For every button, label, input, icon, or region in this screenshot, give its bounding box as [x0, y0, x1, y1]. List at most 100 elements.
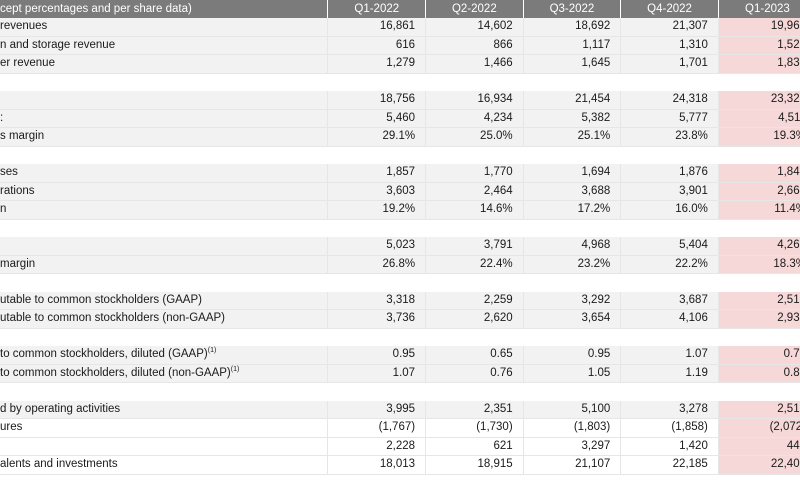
value-cell: 5,777	[620, 109, 719, 128]
header-label: cept percentages and per share data)	[0, 0, 328, 18]
value-cell: 2,513	[717, 400, 800, 419]
value-cell: 5,404	[620, 237, 719, 256]
value-cell: 1,279	[327, 54, 426, 74]
value-cell: 2,351	[425, 400, 524, 419]
row-label: ses	[0, 164, 328, 183]
row-label: ures	[0, 418, 328, 438]
value-cell: 1,876	[620, 164, 719, 183]
value-cell: 4,511	[717, 109, 800, 128]
table-body: revenues16,86114,60218,69221,30719,963n …	[0, 18, 800, 475]
value-cell: 3,736	[327, 309, 426, 329]
row-label: n and storage revenue	[0, 36, 328, 55]
row-label: margin	[0, 255, 328, 274]
spacer-row	[0, 328, 800, 346]
value-cell: 3,297	[522, 437, 621, 456]
row-label: s margin	[0, 127, 328, 147]
value-cell: 17.2%	[522, 200, 621, 220]
value-cell: 19,963	[717, 18, 800, 37]
value-cell: 19.2%	[327, 200, 426, 220]
value-cell: 18,692	[522, 18, 621, 37]
row-label: utable to common stockholders (non-GAAP)	[0, 309, 328, 329]
value-cell: 4,234	[425, 109, 524, 128]
row-label: d by operating activities	[0, 400, 328, 419]
value-cell: 18,756	[327, 91, 426, 110]
value-cell: 3,901	[620, 182, 719, 201]
value-cell: 3,995	[327, 400, 426, 419]
value-cell: 5,023	[327, 237, 426, 256]
row-label: alents and investments	[0, 455, 328, 475]
value-cell: 1,645	[522, 54, 621, 74]
value-cell: 1,847	[717, 164, 800, 183]
value-cell: (2,072)	[717, 418, 800, 438]
value-cell: 23,329	[717, 91, 800, 110]
row-label	[0, 91, 328, 110]
value-cell: 5,100	[522, 400, 621, 419]
value-cell: 23.2%	[522, 255, 621, 274]
value-cell: 22,402	[717, 455, 800, 475]
value-cell: (1,858)	[620, 418, 719, 438]
spacer-row	[0, 382, 800, 401]
value-cell: 1,694	[522, 164, 621, 183]
table-row: d by operating activities 3,995 2,351 5,100…	[0, 400, 800, 419]
spacer-row	[0, 273, 800, 292]
value-cell: 25.1%	[522, 127, 621, 147]
row-label: n	[0, 200, 328, 220]
value-cell: 3,318	[327, 291, 426, 310]
value-cell: 616	[327, 36, 426, 55]
value-cell: 2,664	[717, 182, 800, 201]
value-cell: 441	[717, 437, 800, 456]
value-cell: 22.4%	[425, 255, 524, 274]
value-cell: 1,701	[620, 54, 719, 74]
value-cell: 14,602	[425, 18, 524, 37]
value-cell: 4,968	[522, 237, 621, 256]
row-label	[0, 437, 328, 456]
value-cell: 0.95	[522, 346, 621, 365]
value-cell: 3,278	[620, 400, 719, 419]
value-cell: 5,382	[522, 109, 621, 128]
column-header-q2-2022: Q2-2022	[425, 0, 524, 18]
value-cell: 1,466	[425, 54, 524, 74]
value-cell: 0.76	[425, 364, 524, 383]
value-cell: 1,117	[522, 36, 621, 55]
table-row: to common stockholders, diluted (GAAP)(1…	[0, 346, 800, 365]
value-cell: 3,292	[522, 291, 621, 310]
value-cell: 25.0%	[425, 127, 524, 147]
value-cell: 1,420	[620, 437, 719, 456]
spacer-row	[0, 219, 800, 237]
value-cell: 0.85	[717, 364, 800, 383]
value-cell: 16.0%	[620, 200, 719, 220]
value-cell: 21,454	[522, 91, 621, 110]
value-cell: 0.73	[717, 346, 800, 365]
column-header-q3-2022: Q3-2022	[522, 0, 621, 18]
value-cell: (1,767)	[327, 418, 426, 438]
footnote-marker: (1)	[230, 365, 240, 373]
value-cell: 1,529	[717, 36, 800, 55]
value-cell: 0.65	[425, 346, 524, 365]
row-label: :	[0, 109, 328, 128]
value-cell: 3,654	[522, 309, 621, 329]
table-row: ures(1,767)(1,730)(1,803)(1,858)(2,072)	[0, 418, 800, 438]
value-cell: (1,730)	[425, 418, 524, 438]
table-header: cept percentages and per share data) Q1-…	[0, 0, 800, 18]
value-cell: 1.07	[327, 364, 426, 383]
value-cell: 22.2%	[620, 255, 719, 274]
value-cell: 2,464	[425, 182, 524, 201]
value-cell: 18,915	[425, 455, 524, 475]
value-cell: 14.6%	[425, 200, 524, 220]
value-cell: 21,107	[522, 455, 621, 475]
value-cell: 866	[425, 36, 524, 55]
row-label: to common stockholders, diluted (non-GAA…	[0, 364, 328, 383]
value-cell: 4,106	[620, 309, 719, 329]
value-cell: (1,803)	[522, 418, 621, 438]
value-cell: 2,259	[425, 291, 524, 310]
value-cell: 0.95	[327, 346, 426, 365]
row-label: to common stockholders, diluted (GAAP)(1…	[0, 346, 328, 365]
